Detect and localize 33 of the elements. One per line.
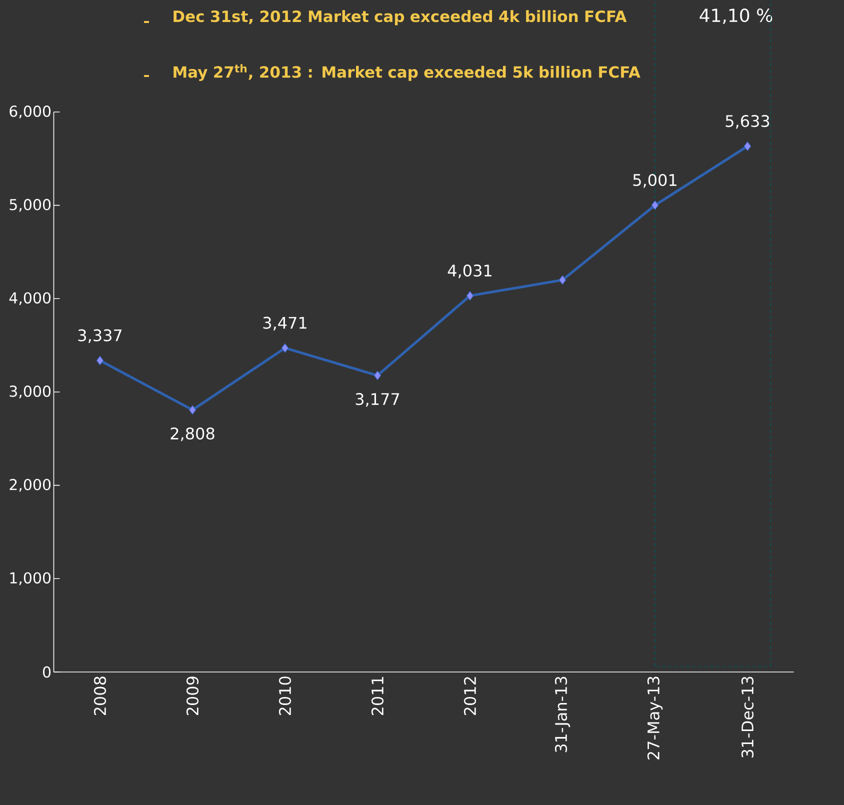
- text: Dec 31st, 2012 Market cap exceeded 4k billion FCFA: [174, 10, 627, 26]
- x-tick-label: 2009: [186, 676, 199, 716]
- point: [374, 370, 382, 380]
- text: 41,10 %: [700, 8, 772, 24]
- x-tick-label: 2011: [371, 677, 384, 716]
- point: [466, 290, 474, 301]
- point: [651, 200, 659, 210]
- data-label: 5,001: [633, 174, 676, 188]
- data-label: 5,633: [726, 114, 770, 129]
- data-label: 2,808: [170, 427, 214, 442]
- data-label: 3,177: [356, 393, 400, 407]
- data-label: 4,031: [448, 264, 492, 278]
- y-tick-label: 0: [43, 666, 51, 678]
- y-tick-label: 4,000: [9, 292, 51, 306]
- point: [281, 343, 289, 353]
- y-tick-label: 2,000: [10, 478, 51, 492]
- x-tick-label: 2010: [278, 676, 292, 716]
- y-tick-label: 5,000: [10, 198, 51, 212]
- point: [188, 405, 196, 415]
- y-tick-label: 3,000: [10, 386, 51, 398]
- x-tick-label: 31-Dec-13: [741, 676, 754, 758]
- text: May 27$^{th}$, 2013 : Market cap exceeded 5k billion FCFA: [174, 64, 640, 81]
- x-tick-label: 27-May-13: [647, 676, 663, 760]
- x-tick-label: 31-Jan-13: [554, 676, 570, 752]
- data-label: 3,337: [78, 329, 122, 344]
- point: [744, 141, 752, 152]
- x-tick-label: 2012: [464, 677, 476, 716]
- y-tick-label: 1,000: [10, 572, 51, 586]
- point: [558, 275, 566, 285]
- point: [96, 356, 104, 366]
- data-label: 3,471: [263, 316, 306, 331]
- y-tick-label: 6,000: [10, 106, 51, 118]
- x-tick-label: 2008: [94, 676, 106, 716]
